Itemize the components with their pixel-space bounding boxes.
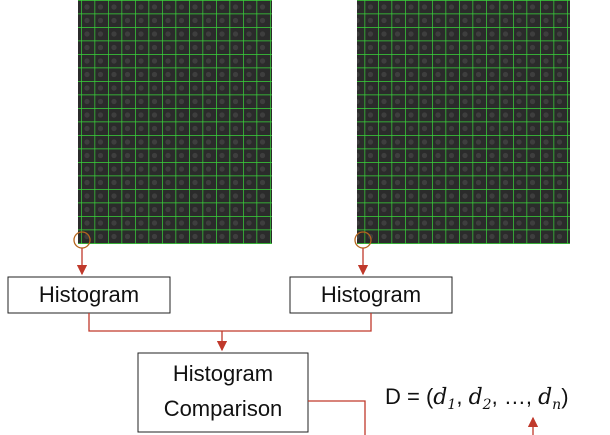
formula-subscript: 1 xyxy=(447,397,456,413)
connector xyxy=(89,313,371,331)
node-label: Histogram xyxy=(173,361,273,386)
node-label: Comparison xyxy=(164,396,283,421)
image-grid-left xyxy=(78,0,272,244)
formula-separator: , xyxy=(456,384,462,409)
node-label: Histogram xyxy=(321,282,421,307)
image-grid-right xyxy=(357,0,570,244)
formula-subscript: n xyxy=(552,397,561,413)
formula-separator: , xyxy=(526,384,532,409)
formula-term: d xyxy=(433,385,447,410)
node-label: Histogram xyxy=(39,282,139,307)
formula-term: … xyxy=(504,384,526,409)
formula-term: d xyxy=(469,385,483,410)
formula-lhs: D = ( xyxy=(385,384,434,409)
formula: D = (d1, d2, …, dn) xyxy=(385,384,569,413)
formula-separator: , xyxy=(492,384,498,409)
formula-subscript: 2 xyxy=(482,397,492,413)
connector xyxy=(308,401,365,435)
formula-close: ) xyxy=(561,384,568,409)
diagram: Histogram Histogram Histogram Comparison… xyxy=(0,0,610,435)
formula-term: d xyxy=(538,385,552,410)
